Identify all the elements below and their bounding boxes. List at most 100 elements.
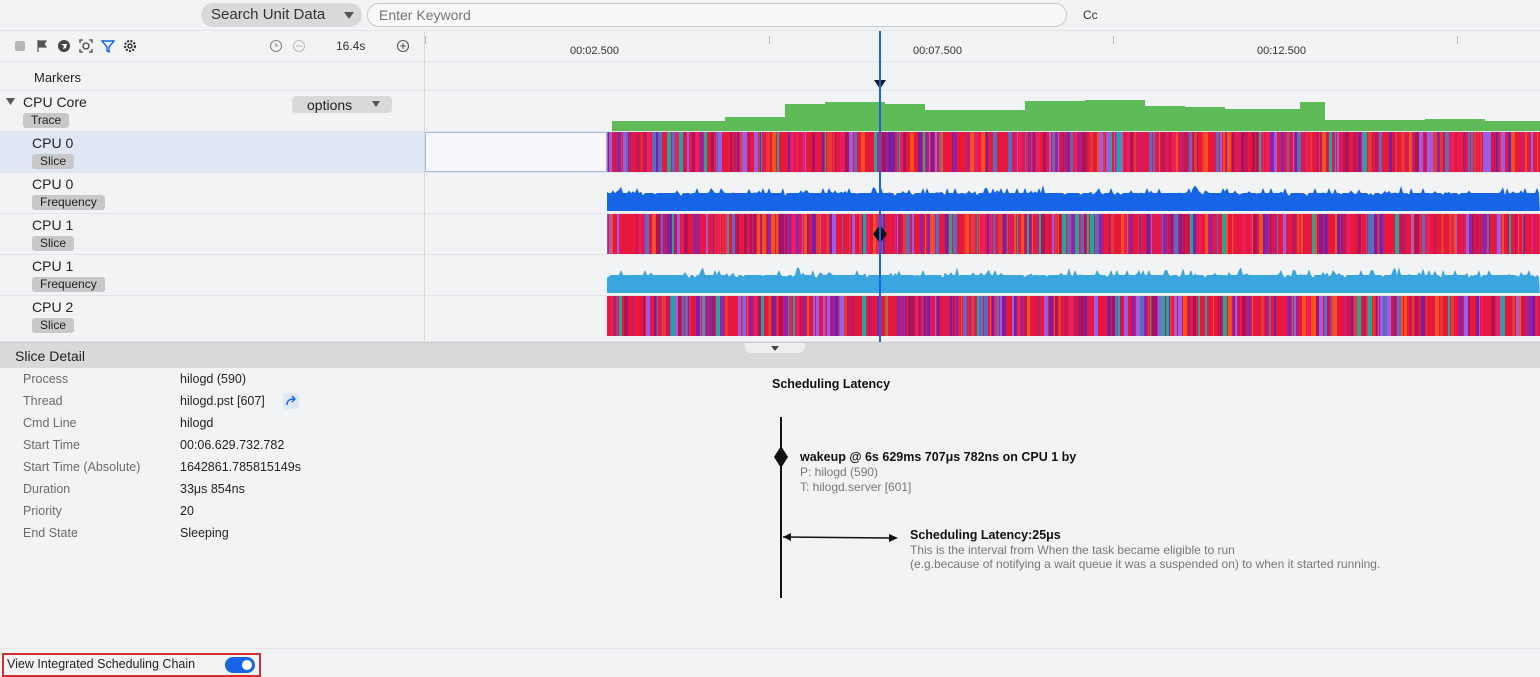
slice-block bbox=[1025, 132, 1026, 172]
panel-resize-handle[interactable] bbox=[745, 343, 805, 353]
chevron-down-icon bbox=[344, 12, 354, 19]
track-cpu2-slice[interactable]: CPU 2 Slice bbox=[0, 296, 424, 342]
time-cursor[interactable] bbox=[879, 31, 881, 342]
slice-block bbox=[1248, 132, 1251, 172]
slice-block bbox=[1040, 132, 1043, 172]
slice-block bbox=[1302, 296, 1306, 336]
slice-block bbox=[796, 296, 799, 336]
slice-block bbox=[873, 296, 877, 336]
slice-block bbox=[1158, 296, 1161, 336]
slice-block bbox=[625, 214, 628, 254]
slice-block bbox=[779, 132, 782, 172]
slice-block bbox=[781, 214, 784, 254]
track-cpu0-frequency-lane[interactable] bbox=[425, 173, 1540, 214]
slice-block bbox=[1000, 296, 1002, 336]
slice-block bbox=[979, 296, 983, 336]
panel-divider[interactable] bbox=[424, 31, 425, 342]
slice-block bbox=[623, 132, 626, 172]
timer-icon[interactable] bbox=[269, 39, 283, 53]
case-sensitive-toggle[interactable]: Cc bbox=[1083, 8, 1098, 22]
slice-block bbox=[1166, 132, 1168, 172]
track-cpu2-slice-lane[interactable] bbox=[425, 296, 1540, 342]
zoom-in-icon[interactable] bbox=[396, 39, 410, 53]
slice-block bbox=[629, 214, 633, 254]
globe-icon[interactable] bbox=[57, 39, 71, 53]
slice-block bbox=[1121, 132, 1123, 172]
search-type-select[interactable]: Search Unit Data bbox=[201, 3, 362, 27]
slice-block bbox=[920, 214, 922, 254]
slice-block bbox=[842, 214, 843, 254]
slice-block bbox=[703, 296, 705, 336]
slice-block bbox=[1358, 214, 1361, 254]
slice-block bbox=[964, 214, 966, 254]
slice-block bbox=[1058, 296, 1061, 336]
collapse-icon[interactable] bbox=[6, 98, 15, 106]
track-title: CPU 0 bbox=[32, 135, 74, 151]
slice-block bbox=[1220, 132, 1222, 172]
slice-block bbox=[788, 214, 791, 254]
slice-block bbox=[1490, 214, 1491, 254]
options-dropdown[interactable]: options bbox=[292, 96, 392, 113]
slice-block bbox=[1261, 132, 1264, 172]
markers-track[interactable] bbox=[425, 62, 1540, 91]
slice-block bbox=[1455, 296, 1458, 336]
slice-block bbox=[849, 214, 850, 254]
slice-block bbox=[1194, 132, 1197, 172]
slice-block bbox=[1063, 132, 1064, 172]
slice-block bbox=[713, 214, 714, 254]
slice-block bbox=[847, 296, 850, 336]
slice-block bbox=[1345, 132, 1349, 172]
slice-block bbox=[1227, 132, 1231, 172]
slice-block bbox=[1068, 132, 1070, 172]
slice-block bbox=[1184, 132, 1188, 172]
track-cpu0-slice-lane[interactable] bbox=[425, 132, 1540, 173]
scheduling-chain-toggle[interactable] bbox=[225, 657, 255, 673]
slice-block bbox=[1183, 214, 1185, 254]
slice-block bbox=[930, 296, 933, 336]
slice-block bbox=[1444, 296, 1445, 336]
slice-block bbox=[1315, 214, 1317, 254]
slice-block bbox=[1186, 214, 1187, 254]
slice-block bbox=[1363, 296, 1366, 336]
track-cpu1-frequency-lane[interactable] bbox=[425, 255, 1540, 296]
slice-block bbox=[637, 296, 640, 336]
slice-block bbox=[937, 296, 940, 336]
search-input[interactable] bbox=[367, 3, 1067, 27]
slice-block bbox=[1366, 296, 1368, 336]
slice-block bbox=[854, 132, 857, 172]
cpu-core-track[interactable] bbox=[425, 91, 1540, 132]
slice-block bbox=[1522, 214, 1523, 254]
flag-icon[interactable] bbox=[35, 39, 49, 53]
slice-block bbox=[643, 132, 647, 172]
track-cpu1-frequency[interactable]: CPU 1 Frequency bbox=[0, 255, 424, 296]
slice-block bbox=[1435, 296, 1439, 336]
zoom-out-icon[interactable] bbox=[292, 39, 306, 53]
cpu-core-group[interactable]: CPU Core Trace options bbox=[0, 91, 424, 132]
slice-block bbox=[1082, 132, 1086, 172]
slice-block bbox=[740, 132, 742, 172]
jump-to-thread-icon[interactable] bbox=[283, 393, 299, 409]
slice-block bbox=[617, 296, 618, 336]
track-cpu0-frequency[interactable]: CPU 0 Frequency bbox=[0, 173, 424, 214]
slice-block bbox=[723, 214, 724, 254]
slice-block bbox=[1141, 132, 1145, 172]
track-cpu0-slice[interactable]: CPU 0 Slice bbox=[0, 132, 424, 173]
slice-block bbox=[855, 296, 859, 336]
track-cpu1-slice[interactable]: CPU 1 Slice bbox=[0, 214, 424, 255]
slice-block bbox=[1453, 214, 1454, 254]
slice-block bbox=[673, 214, 674, 254]
filter-icon[interactable] bbox=[101, 39, 115, 53]
slice-block bbox=[1401, 296, 1403, 336]
slice-block bbox=[729, 214, 732, 254]
track-cpu1-slice-lane[interactable] bbox=[425, 214, 1540, 255]
time-ruler[interactable]: 00:02.500 00:07.500 00:12.500 bbox=[425, 31, 1540, 62]
gear-icon[interactable] bbox=[123, 39, 137, 53]
stop-icon[interactable] bbox=[13, 39, 27, 53]
slice-block bbox=[804, 214, 807, 254]
capture-icon[interactable] bbox=[79, 39, 93, 53]
slice-block bbox=[1031, 214, 1032, 254]
scheduling-chain-option[interactable]: View Integrated Scheduling Chain bbox=[2, 653, 261, 677]
slice-block bbox=[1250, 214, 1252, 254]
slice-block bbox=[1337, 296, 1341, 336]
slice-block bbox=[1437, 132, 1440, 172]
